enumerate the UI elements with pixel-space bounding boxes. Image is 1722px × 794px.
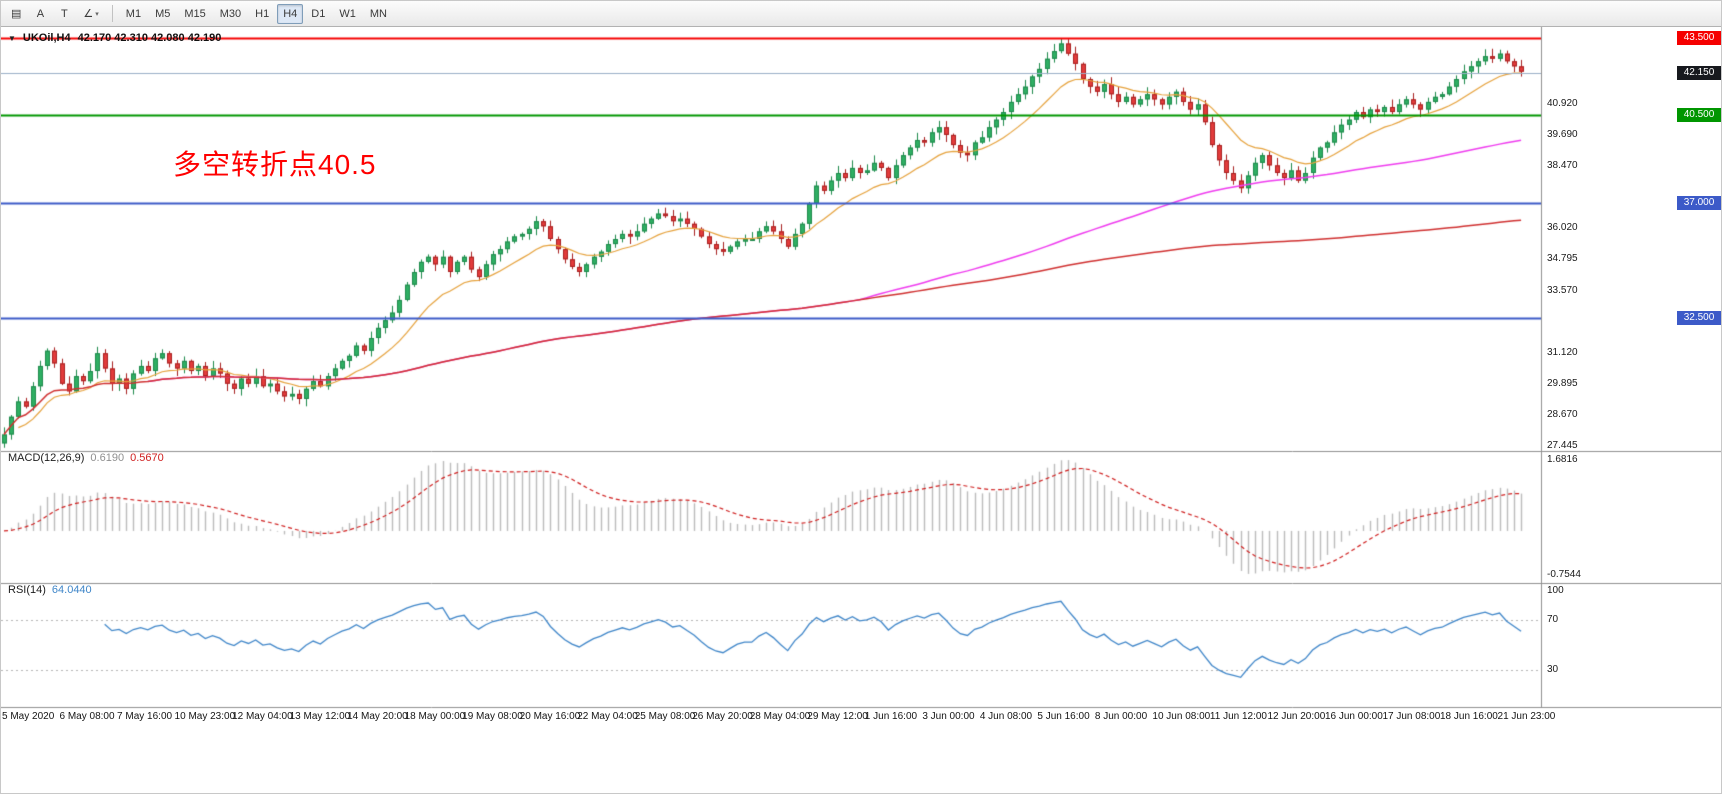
time-axis-label: 26 May 20:00: [692, 711, 753, 722]
timeframe-d1[interactable]: D1: [311, 7, 326, 20]
time-axis-label: 20 May 16:00: [519, 711, 581, 722]
rsi-axis-label-100: 100: [1547, 585, 1564, 596]
rsi-name: RSI(14): [8, 584, 46, 596]
price-axis-label: 33.570: [1547, 284, 1578, 296]
timeframe-m15[interactable]: M15: [184, 7, 206, 20]
price-axis-label: 38.470: [1547, 160, 1578, 172]
time-axis-label: 4 Jun 08:00: [979, 711, 1033, 722]
time-axis-label: 6 May 08:00: [59, 711, 115, 722]
time-axis-label: 19 May 08:00: [462, 711, 523, 722]
time-axis-label: 12 Jun 20:00: [1267, 711, 1326, 722]
toolbar: ▤ A T ∠ ▾ M1 M5 M15 M30 H1 H4 D1 W1 MN: [1, 1, 1721, 27]
price-axis-label: 28.670: [1547, 408, 1578, 420]
time-axis-label: 18 May 00:00: [404, 711, 466, 722]
time-axis-label: 3 Jun 00:00: [922, 711, 975, 722]
price-axis-label: 29.895: [1547, 377, 1578, 389]
time-axis-label: 5 May 2020: [2, 711, 55, 722]
resistance-line-tag: 43.500: [1677, 31, 1721, 46]
text-tool[interactable]: T: [61, 7, 68, 20]
price-axis-label: 39.690: [1547, 129, 1578, 141]
time-axis-label: 18 Jun 16:00: [1440, 711, 1498, 722]
price-axis-label: 27.445: [1547, 440, 1578, 452]
price-axis-label: 31.120: [1547, 346, 1578, 358]
macd-signal-value: 0.5670: [130, 452, 164, 464]
rsi-indicator-label: RSI(14) 64.0440: [8, 584, 92, 596]
price-axis-label: 34.795: [1547, 253, 1578, 265]
time-axis-label: 5 Jun 16:00: [1037, 711, 1090, 722]
angle-tool[interactable]: ∠ ▾: [83, 8, 99, 20]
macd-main-value: 0.6190: [90, 452, 125, 464]
rsi-axis-label-70: 70: [1547, 614, 1559, 626]
time-axis-label: 17 Jun 08:00: [1382, 711, 1441, 722]
time-axis-label: 7 May 16:00: [117, 711, 173, 722]
timeframe-w1[interactable]: W1: [339, 7, 356, 20]
time-axis-label: 25 May 08:00: [634, 711, 696, 722]
time-axis-label: 12 May 04:00: [232, 711, 293, 722]
time-axis-label: 11 Jun 12:00: [1209, 711, 1267, 722]
time-axis-label: 10 May 23:00: [174, 711, 236, 722]
time-axis-label: 21 Jun 23:00: [1497, 711, 1556, 722]
timeframe-h1[interactable]: H1: [255, 7, 270, 20]
time-axis-label: 28 May 04:00: [749, 711, 811, 722]
macd-name: MACD(12,26,9): [8, 452, 85, 464]
rsi-value: 64.0440: [51, 584, 92, 596]
timeframe-m1[interactable]: M1: [125, 7, 142, 20]
cursor-tool[interactable]: A: [36, 7, 45, 20]
time-axis-label: 1 Jun 16:00: [864, 711, 918, 722]
time-axis-label: 8 Jun 00:00: [1094, 711, 1148, 722]
price-axis-label: 36.020: [1547, 222, 1578, 234]
time-axis-label: 14 May 20:00: [347, 711, 408, 722]
bid-price-tag: 42.150: [1677, 65, 1721, 80]
collapse-arrow-icon[interactable]: ▼: [8, 33, 16, 43]
pivot-line-tag: 40.500: [1677, 107, 1721, 122]
timeframe-bar: M1 M5 M15 M30 H1 H4 D1 W1 MN: [120, 3, 393, 24]
toolbar-tools-group: ▤ A T ∠ ▾: [5, 4, 105, 24]
support-line-tag-32: 32.500: [1677, 310, 1721, 325]
macd-axis-min-label: -0.7544: [1547, 569, 1581, 580]
rsi-axis-label-30: 30: [1547, 663, 1559, 675]
timeframe-m30[interactable]: M30: [219, 7, 242, 20]
timeframe-h4[interactable]: H4: [277, 3, 304, 24]
chart-ohlc-values: 42.170 42.310 42.080 42.190: [77, 32, 222, 44]
toolbar-separator: [111, 5, 113, 22]
chart-header: ▼ UKOil,H4 42.170 42.310 42.080 42.190: [8, 32, 221, 44]
charts-window-icon[interactable]: ▤: [11, 8, 22, 20]
support-line-tag-37: 37.000: [1677, 196, 1721, 211]
time-axis-label: 10 Jun 08:00: [1152, 711, 1211, 722]
chart-title: UKOil,H4: [22, 32, 71, 44]
time-axis-label: 29 May 12:00: [807, 711, 868, 722]
time-axis-label: 16 Jun 00:00: [1324, 711, 1383, 722]
macd-indicator-label: MACD(12,26,9) 0.6190 0.5670: [8, 452, 164, 464]
time-axis-label: 13 May 12:00: [289, 711, 351, 722]
dropdown-caret-icon: ▾: [95, 10, 99, 18]
timeframe-mn[interactable]: MN: [369, 7, 387, 20]
chart-canvas[interactable]: [1, 27, 1721, 793]
time-axis-label: 22 May 04:00: [577, 711, 638, 722]
timeframe-m5[interactable]: M5: [155, 7, 171, 20]
price-axis-label: 40.920: [1547, 97, 1578, 109]
annotation-text[interactable]: 多空转折点40.5: [173, 149, 377, 180]
macd-axis-max-label: 1.6816: [1547, 454, 1578, 465]
